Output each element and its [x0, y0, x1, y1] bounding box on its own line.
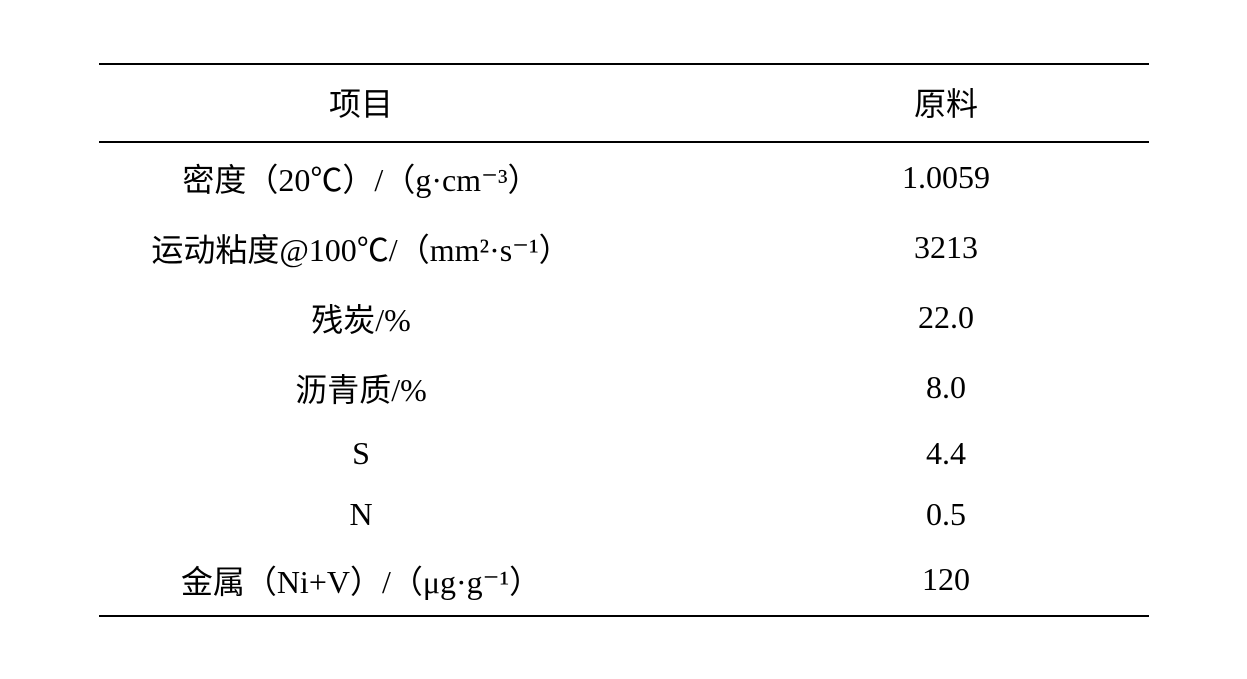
- column-header-property: 项目: [99, 64, 624, 142]
- property-cell: 残炭/%: [99, 283, 624, 353]
- properties-table: 项目 原料 密度（20℃）/（g·cm⁻³） 1.0059 运动粘度@100℃/…: [99, 63, 1149, 617]
- properties-table-container: 项目 原料 密度（20℃）/（g·cm⁻³） 1.0059 运动粘度@100℃/…: [99, 63, 1149, 617]
- column-header-value: 原料: [624, 64, 1149, 142]
- property-cell: S: [99, 423, 624, 484]
- property-cell: 运动粘度@100℃/（mm²·s⁻¹）: [99, 213, 624, 283]
- value-cell: 1.0059: [624, 142, 1149, 213]
- value-cell: 22.0: [624, 283, 1149, 353]
- value-cell: 8.0: [624, 353, 1149, 423]
- table-header-row: 项目 原料: [99, 64, 1149, 142]
- table-row: S 4.4: [99, 423, 1149, 484]
- value-cell: 4.4: [624, 423, 1149, 484]
- table-row: 金属（Ni+V）/（μg·g⁻¹） 120: [99, 545, 1149, 616]
- value-cell: 3213: [624, 213, 1149, 283]
- value-cell: 120: [624, 545, 1149, 616]
- property-cell: 沥青质/%: [99, 353, 624, 423]
- table-row: N 0.5: [99, 484, 1149, 545]
- property-cell: N: [99, 484, 624, 545]
- table-row: 沥青质/% 8.0: [99, 353, 1149, 423]
- property-cell: 金属（Ni+V）/（μg·g⁻¹）: [99, 545, 624, 616]
- value-cell: 0.5: [624, 484, 1149, 545]
- table-row: 残炭/% 22.0: [99, 283, 1149, 353]
- table-row: 密度（20℃）/（g·cm⁻³） 1.0059: [99, 142, 1149, 213]
- table-row: 运动粘度@100℃/（mm²·s⁻¹） 3213: [99, 213, 1149, 283]
- property-cell: 密度（20℃）/（g·cm⁻³）: [99, 142, 624, 213]
